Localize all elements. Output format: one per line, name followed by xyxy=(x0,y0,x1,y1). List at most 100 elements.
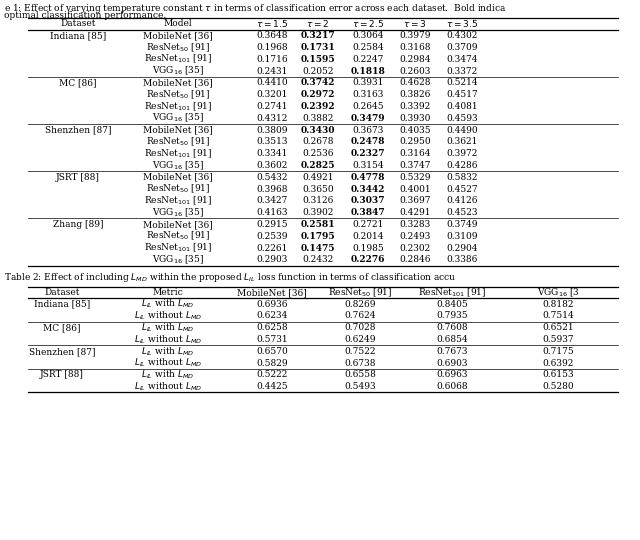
Text: 0.2052: 0.2052 xyxy=(302,66,333,76)
Text: 0.3972: 0.3972 xyxy=(446,149,477,158)
Text: $\tau=3.5$: $\tau=3.5$ xyxy=(446,18,478,30)
Text: 0.3283: 0.3283 xyxy=(399,220,431,229)
Text: ResNet$_{101}$ [91]: ResNet$_{101}$ [91] xyxy=(418,286,486,299)
Text: VGG$_{16}$ [35]: VGG$_{16}$ [35] xyxy=(152,112,204,125)
Text: 0.3847: 0.3847 xyxy=(351,208,385,217)
Text: 0.8182: 0.8182 xyxy=(542,300,573,309)
Text: 0.3697: 0.3697 xyxy=(399,197,431,205)
Text: MC [86]: MC [86] xyxy=(60,78,97,87)
Text: 0.5832: 0.5832 xyxy=(446,173,477,182)
Text: 0.2903: 0.2903 xyxy=(256,255,288,265)
Text: 0.3163: 0.3163 xyxy=(352,90,384,99)
Text: 0.2247: 0.2247 xyxy=(352,55,384,64)
Text: ResNet$_{101}$ [91]: ResNet$_{101}$ [91] xyxy=(144,100,212,113)
Text: MobileNet [36]: MobileNet [36] xyxy=(143,173,213,182)
Text: Shenzhen [87]: Shenzhen [87] xyxy=(29,347,95,356)
Text: $L_{IL}$ without $L_{MD}$: $L_{IL}$ without $L_{MD}$ xyxy=(134,381,202,393)
Text: $L_{IL}$ without $L_{MD}$: $L_{IL}$ without $L_{MD}$ xyxy=(134,309,202,322)
Text: VGG$_{16}$ [3: VGG$_{16}$ [3 xyxy=(537,286,579,299)
Text: 0.1968: 0.1968 xyxy=(256,43,288,52)
Text: ResNet$_{101}$ [91]: ResNet$_{101}$ [91] xyxy=(144,242,212,254)
Text: 0.5493: 0.5493 xyxy=(344,382,376,392)
Text: Indiana [85]: Indiana [85] xyxy=(34,300,90,309)
Text: $L_{IL}$ with $L_{MD}$: $L_{IL}$ with $L_{MD}$ xyxy=(141,298,195,310)
Text: $L_{IL}$ with $L_{MD}$: $L_{IL}$ with $L_{MD}$ xyxy=(141,369,195,381)
Text: 0.6392: 0.6392 xyxy=(542,359,573,368)
Text: Shenzhen [87]: Shenzhen [87] xyxy=(45,125,111,134)
Text: 0.3430: 0.3430 xyxy=(301,125,335,134)
Text: 0.3930: 0.3930 xyxy=(399,114,431,123)
Text: JSRT [88]: JSRT [88] xyxy=(56,173,100,182)
Text: MobileNet [36]: MobileNet [36] xyxy=(143,220,213,229)
Text: 0.2493: 0.2493 xyxy=(399,232,431,241)
Text: 0.4302: 0.4302 xyxy=(446,31,477,40)
Text: 0.6854: 0.6854 xyxy=(436,335,468,344)
Text: 0.6258: 0.6258 xyxy=(256,323,288,332)
Text: $L_{IL}$ without $L_{MD}$: $L_{IL}$ without $L_{MD}$ xyxy=(134,357,202,369)
Text: ResNet$_{50}$ [91]: ResNet$_{50}$ [91] xyxy=(146,136,210,148)
Text: 0.3648: 0.3648 xyxy=(256,31,288,40)
Text: 0.5329: 0.5329 xyxy=(399,173,431,182)
Text: 0.4921: 0.4921 xyxy=(302,173,333,182)
Text: 0.2431: 0.2431 xyxy=(256,66,288,76)
Text: 0.3372: 0.3372 xyxy=(446,66,477,76)
Text: 0.4410: 0.4410 xyxy=(256,78,288,87)
Text: 0.4163: 0.4163 xyxy=(256,208,288,217)
Text: 0.2276: 0.2276 xyxy=(351,255,385,265)
Text: Zhang [89]: Zhang [89] xyxy=(52,220,103,229)
Text: 0.3931: 0.3931 xyxy=(352,78,384,87)
Text: $L_{IL}$ without $L_{MD}$: $L_{IL}$ without $L_{MD}$ xyxy=(134,333,202,346)
Text: VGG$_{16}$ [35]: VGG$_{16}$ [35] xyxy=(152,65,204,77)
Text: MobileNet [36]: MobileNet [36] xyxy=(237,288,307,297)
Text: 0.4490: 0.4490 xyxy=(446,125,478,134)
Text: 0.4035: 0.4035 xyxy=(399,125,431,134)
Text: ResNet$_{50}$ [91]: ResNet$_{50}$ [91] xyxy=(146,183,210,195)
Text: 0.3154: 0.3154 xyxy=(352,161,384,170)
Text: $\tau=2$: $\tau=2$ xyxy=(307,18,330,30)
Text: $\tau=3$: $\tau=3$ xyxy=(403,18,427,30)
Text: 0.3979: 0.3979 xyxy=(399,31,431,40)
Text: 0.6963: 0.6963 xyxy=(436,370,468,380)
Text: 0.2741: 0.2741 xyxy=(256,102,288,111)
Text: Dataset: Dataset xyxy=(60,19,96,29)
Text: 0.3621: 0.3621 xyxy=(446,137,477,146)
Text: 0.5222: 0.5222 xyxy=(256,370,288,380)
Text: 0.4527: 0.4527 xyxy=(446,185,478,193)
Text: 0.3427: 0.3427 xyxy=(256,197,288,205)
Text: $L_{IL}$ with $L_{MD}$: $L_{IL}$ with $L_{MD}$ xyxy=(141,345,195,357)
Text: 0.6153: 0.6153 xyxy=(542,370,574,380)
Text: 0.3201: 0.3201 xyxy=(256,90,288,99)
Text: e 1: Effect of varying temperature constant $\tau$ in terms of classification er: e 1: Effect of varying temperature const… xyxy=(4,2,506,15)
Text: 0.7522: 0.7522 xyxy=(344,347,376,356)
Text: 0.3809: 0.3809 xyxy=(256,125,288,134)
Text: 0.2678: 0.2678 xyxy=(302,137,333,146)
Text: JSRT [88]: JSRT [88] xyxy=(40,370,84,380)
Text: 0.4081: 0.4081 xyxy=(446,102,478,111)
Text: 0.3164: 0.3164 xyxy=(399,149,431,158)
Text: MobileNet [36]: MobileNet [36] xyxy=(143,31,213,40)
Text: 0.4425: 0.4425 xyxy=(256,382,288,392)
Text: 0.3064: 0.3064 xyxy=(352,31,384,40)
Text: 0.3650: 0.3650 xyxy=(302,185,334,193)
Text: 0.2721: 0.2721 xyxy=(352,220,384,229)
Text: 0.2478: 0.2478 xyxy=(351,137,385,146)
Text: Model: Model xyxy=(164,19,192,29)
Text: VGG$_{16}$ [35]: VGG$_{16}$ [35] xyxy=(152,254,204,266)
Text: 0.4517: 0.4517 xyxy=(446,90,478,99)
Text: 0.6570: 0.6570 xyxy=(256,347,288,356)
Text: 0.3826: 0.3826 xyxy=(399,90,431,99)
Text: 0.2972: 0.2972 xyxy=(301,90,335,99)
Text: 0.3392: 0.3392 xyxy=(399,102,431,111)
Text: 0.4523: 0.4523 xyxy=(446,208,477,217)
Text: ResNet$_{50}$ [91]: ResNet$_{50}$ [91] xyxy=(146,41,210,53)
Text: ResNet$_{50}$ [91]: ResNet$_{50}$ [91] xyxy=(146,230,210,242)
Text: $\tau=1.5$: $\tau=1.5$ xyxy=(256,18,288,30)
Text: 0.2603: 0.2603 xyxy=(399,66,431,76)
Text: 0.2432: 0.2432 xyxy=(302,255,333,265)
Text: 0.6936: 0.6936 xyxy=(256,300,288,309)
Text: 0.2915: 0.2915 xyxy=(256,220,288,229)
Text: ResNet$_{101}$ [91]: ResNet$_{101}$ [91] xyxy=(144,147,212,160)
Text: 0.1818: 0.1818 xyxy=(351,66,385,76)
Text: ResNet$_{101}$ [91]: ResNet$_{101}$ [91] xyxy=(144,53,212,65)
Text: 0.5280: 0.5280 xyxy=(542,382,574,392)
